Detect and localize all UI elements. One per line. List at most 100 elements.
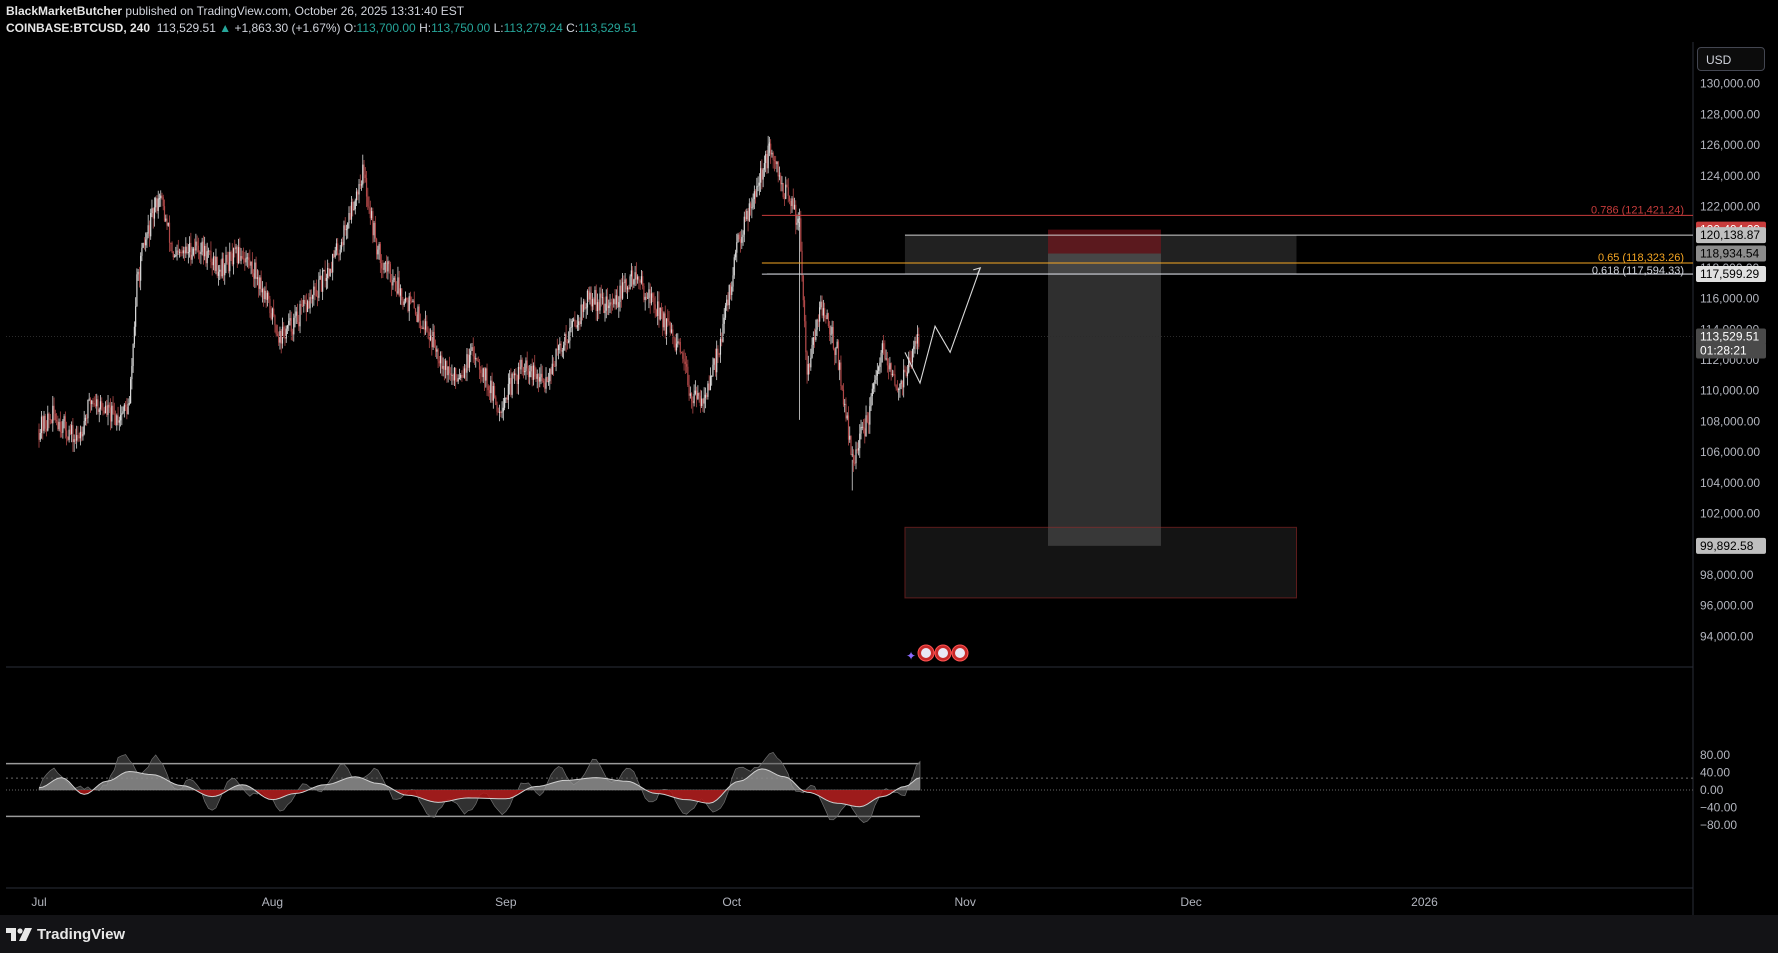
candle-body [53, 405, 55, 414]
candle-body [579, 321, 581, 325]
candle-body [703, 397, 705, 404]
candle-body [535, 376, 537, 379]
candle-body [786, 184, 788, 188]
candle-body [47, 413, 49, 431]
candle-body [249, 259, 251, 266]
candle-body [526, 360, 528, 369]
candle-body [362, 164, 364, 185]
price-tick-label: 128,000.00 [1700, 107, 1760, 121]
candle-body [829, 326, 831, 335]
candle-body [186, 246, 188, 254]
candle-body [39, 433, 41, 440]
candle-body [205, 245, 207, 264]
candle-body [253, 273, 255, 279]
candle-body [296, 311, 299, 323]
candle-body [532, 365, 535, 380]
candle-body [288, 320, 290, 326]
candle-body [295, 311, 297, 316]
candle-body [127, 403, 129, 415]
price-tag-text: 01:28:21 [1700, 344, 1747, 358]
candle-body [445, 360, 447, 370]
candle-body [350, 202, 353, 220]
price-tag: 117,599.29 [1696, 266, 1766, 283]
candle-body [490, 380, 492, 394]
candle-body [591, 299, 594, 307]
candle-body [318, 279, 320, 298]
candle-body [638, 276, 640, 282]
candle-body [340, 242, 343, 250]
candle-body [875, 375, 877, 380]
candle-body [706, 394, 708, 397]
candle-body [407, 300, 409, 312]
candle-body [40, 416, 43, 434]
candle-body [293, 317, 295, 335]
candle-body [383, 263, 385, 270]
candle-body [645, 296, 648, 299]
candle-body [183, 250, 186, 254]
candle-body [104, 405, 107, 414]
candle-body [605, 296, 607, 311]
candle-body [436, 349, 438, 352]
candle-body [478, 362, 481, 370]
candle-body [451, 374, 453, 376]
candle-body [54, 413, 56, 421]
symbol-name[interactable]: COINBASE:BTCUSD, 240 [6, 21, 151, 35]
candle-body [521, 359, 523, 368]
candle-body [672, 329, 674, 338]
candle-body [756, 186, 758, 197]
candle-body [483, 368, 486, 381]
candle-body [305, 303, 307, 313]
candle-body [304, 300, 306, 304]
candle-body [438, 360, 440, 364]
candle-body [163, 206, 166, 221]
candle-body [598, 302, 600, 311]
price-tick-label: 108,000.00 [1700, 414, 1760, 428]
candle-body [679, 341, 681, 353]
candle-body [187, 252, 189, 254]
candle-body [172, 251, 174, 258]
price-tag-bg [1696, 342, 1766, 359]
candle-body [761, 168, 763, 180]
candle-body [621, 282, 624, 299]
candle-body [860, 426, 862, 434]
candle-body [215, 256, 217, 271]
candle-body [488, 390, 491, 394]
chart-canvas[interactable]: 0.786 (121,421.24) 0.65 (118,323.26)0.618… [0, 0, 1778, 915]
price-tick-label: 102,000.00 [1700, 507, 1760, 521]
currency-button[interactable]: USD [1697, 47, 1765, 71]
candle-body [628, 287, 630, 289]
candle-body [167, 222, 169, 226]
candle-body [255, 262, 257, 279]
candle-body [462, 375, 464, 378]
tradingview-logo[interactable]: TradingView [6, 926, 125, 943]
candle-body [308, 301, 310, 309]
candle-body [595, 290, 597, 311]
candle-body [487, 386, 489, 391]
candle-body [859, 433, 861, 449]
candle-body [677, 341, 679, 344]
candle-body [97, 399, 99, 412]
change-arrow-icon: ▲ [219, 21, 232, 35]
candle-body [600, 293, 602, 298]
candle-body [707, 383, 709, 397]
candle-body [879, 362, 881, 367]
candle-body [227, 262, 230, 272]
candle-body [313, 286, 315, 296]
fib-label-0: 0.786 (121,421.24) [1591, 204, 1684, 216]
author-name[interactable]: BlackMarketButcher [6, 4, 123, 18]
fib-label-1: 0.65 (118,323.26) [1598, 252, 1684, 264]
candle-body [762, 169, 764, 180]
candle-body [741, 237, 743, 243]
candle-body [450, 373, 452, 375]
candle-body [256, 277, 258, 279]
price-tick-label: 104,000.00 [1700, 476, 1760, 490]
candle-body [872, 383, 875, 389]
candle-body [692, 400, 694, 404]
candle-body [909, 357, 911, 362]
event-flag-inner [938, 648, 948, 658]
candle-body [78, 436, 80, 439]
candle-body [486, 368, 488, 387]
price-tick-label: 98,000.00 [1700, 568, 1754, 582]
event-flag-inner [955, 648, 965, 658]
candle-body [746, 210, 748, 220]
